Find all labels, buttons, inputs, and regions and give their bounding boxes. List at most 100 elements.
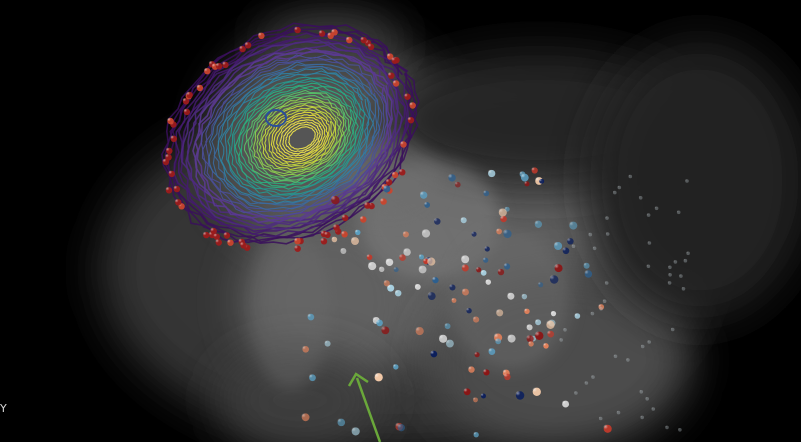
- data-point-highlight: [473, 431, 478, 437]
- data-point-highlight: [404, 93, 410, 99]
- contour-line: [270, 111, 330, 164]
- data-point-highlight: [605, 231, 609, 235]
- contour-line: [217, 67, 374, 204]
- data-point-highlight: [354, 229, 360, 234]
- data-point-highlight: [448, 173, 454, 180]
- data-point-highlight: [521, 293, 526, 298]
- data-point-highlight: [602, 299, 606, 303]
- data-point-highlight: [515, 390, 523, 398]
- data-point-highlight: [670, 327, 674, 331]
- data-point-highlight: [170, 135, 176, 141]
- data-point-highlight: [165, 147, 171, 153]
- data-point-highlight: [668, 272, 672, 276]
- data-point-highlight: [507, 334, 514, 341]
- data-point-highlight: [616, 410, 620, 414]
- contour-line: [219, 70, 371, 200]
- data-point-highlight: [667, 265, 671, 269]
- data-point-highlight: [625, 357, 629, 361]
- data-point-highlight: [210, 227, 216, 233]
- data-point-highlight: [293, 237, 300, 243]
- data-point-highlight: [590, 311, 594, 315]
- data-point-highlight: [327, 32, 333, 38]
- data-point-highlight: [202, 231, 208, 237]
- data-point-highlight: [503, 229, 510, 236]
- data-point-highlight: [183, 108, 189, 114]
- data-point-highlight: [331, 236, 336, 241]
- data-point-highlight: [638, 195, 642, 199]
- data-point-highlight: [463, 388, 469, 394]
- data-point-highlight: [534, 331, 542, 338]
- data-point-highlight: [444, 322, 450, 328]
- data-point-highlight: [539, 178, 543, 183]
- data-point-highlight: [639, 389, 643, 393]
- data-point-highlight: [524, 308, 529, 313]
- data-point-highlight: [454, 181, 460, 187]
- data-point-highlight: [173, 185, 179, 191]
- data-point-highlight: [553, 241, 561, 249]
- data-point-highlight: [424, 201, 429, 207]
- data-point-highlight: [640, 415, 644, 419]
- contour-line: [211, 64, 378, 206]
- data-point-highlight: [598, 416, 602, 420]
- data-point-highlight: [432, 276, 438, 282]
- data-point-highlight: [496, 228, 501, 233]
- data-point-highlight: [605, 216, 608, 220]
- data-point-highlight: [546, 330, 553, 336]
- data-point-highlight: [472, 397, 477, 402]
- data-point-highlight: [427, 291, 434, 298]
- data-point-highlight: [423, 258, 428, 263]
- data-point-highlight: [333, 224, 339, 230]
- contour-line: [258, 101, 340, 172]
- data-point-highlight: [438, 334, 446, 341]
- contour-line: [268, 109, 333, 166]
- data-point-highlight: [337, 418, 344, 425]
- data-point-highlight: [239, 241, 246, 247]
- data-point-highlight: [472, 316, 478, 322]
- data-point-highlight: [686, 251, 690, 255]
- data-point-highlight: [563, 327, 566, 331]
- data-point-highlight: [485, 279, 490, 284]
- data-point-highlight: [561, 400, 568, 406]
- data-point-highlight: [421, 229, 429, 236]
- data-point-highlight: [419, 191, 426, 198]
- contour-line: [282, 121, 321, 155]
- data-point-highlight: [554, 263, 561, 271]
- data-point-highlight: [392, 79, 398, 86]
- data-point-highlight: [537, 281, 542, 287]
- data-point-highlight: [647, 240, 651, 244]
- data-point-highlight: [360, 36, 366, 42]
- data-point-highlight: [426, 257, 434, 264]
- contour-line: [224, 73, 370, 200]
- data-point-highlight: [571, 244, 575, 248]
- data-point-highlight: [673, 259, 677, 263]
- contour-center: [265, 109, 287, 127]
- data-point-highlight: [226, 239, 233, 245]
- data-point-highlight: [495, 308, 502, 315]
- data-point-highlight: [480, 393, 485, 398]
- data-point-highlight: [239, 45, 245, 51]
- data-point-highlight: [676, 210, 680, 214]
- data-point-highlight: [392, 363, 398, 369]
- data-point-highlight: [367, 261, 375, 269]
- data-point-highlight: [324, 231, 330, 237]
- data-point-highlight: [415, 326, 422, 334]
- data-point-highlight: [223, 231, 229, 238]
- data-point-highlight: [474, 351, 479, 357]
- data-point-highlight: [604, 280, 608, 284]
- data-point-highlight: [318, 30, 324, 36]
- data-point-highlight: [451, 297, 456, 302]
- data-point-highlight: [364, 202, 370, 208]
- data-point-highlight: [294, 245, 300, 251]
- data-point-highlight: [215, 62, 221, 68]
- data-point-highlight: [482, 257, 487, 262]
- data-point-highlight: [414, 283, 420, 289]
- data-point-highlight: [222, 61, 228, 67]
- data-point-highlight: [162, 158, 168, 164]
- data-point-highlight: [211, 63, 217, 69]
- data-point-highlight: [592, 246, 596, 250]
- contour-line: [249, 94, 348, 180]
- data-point-highlight: [534, 220, 541, 227]
- data-point-highlight: [549, 274, 557, 282]
